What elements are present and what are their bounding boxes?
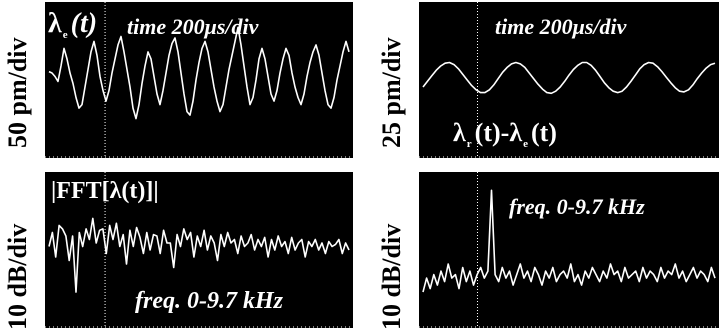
- ylabel-bottom-left: 10 dB/div: [3, 223, 32, 330]
- ylabel-top-right: 25 pm/div: [377, 37, 406, 148]
- chart-panel-fft-right: freq. 0-9.7 kHz: [419, 172, 719, 328]
- frequency-range-label: freq. 0-9.7 kHz: [135, 288, 283, 314]
- frequency-range-label: freq. 0-9.7 kHz: [509, 194, 645, 219]
- fft-title: |FFT[λ(t)]|: [51, 178, 159, 204]
- chart-panel-wavelength-difference: time 200μs/div λr (t)-λe (t): [419, 2, 719, 158]
- plot-area: [419, 2, 719, 158]
- time-scale-label: time 200μs/div: [495, 14, 627, 39]
- plot-area: [45, 172, 353, 328]
- lambda-difference-label: λr (t)-λe (t): [453, 118, 557, 150]
- ylabel-top-left: 50 pm/div: [3, 37, 32, 148]
- chart-panel-wavelength: λe (t) time 200μs/div: [45, 2, 353, 158]
- time-scale-label: time 200μs/div: [127, 14, 259, 39]
- lambda-e-label: λe (t): [48, 8, 98, 41]
- series-trace: [48, 26, 350, 120]
- series-trace: [422, 61, 716, 95]
- plot-area: [45, 2, 353, 158]
- ylabel-bottom-right: 10 dB/div: [377, 223, 406, 330]
- chart-panel-fft-left: |FFT[λ(t)]| freq. 0-9.7 kHz: [45, 172, 353, 328]
- series-trace: [422, 189, 716, 293]
- series-trace: [48, 217, 350, 293]
- plot-area: [419, 172, 719, 328]
